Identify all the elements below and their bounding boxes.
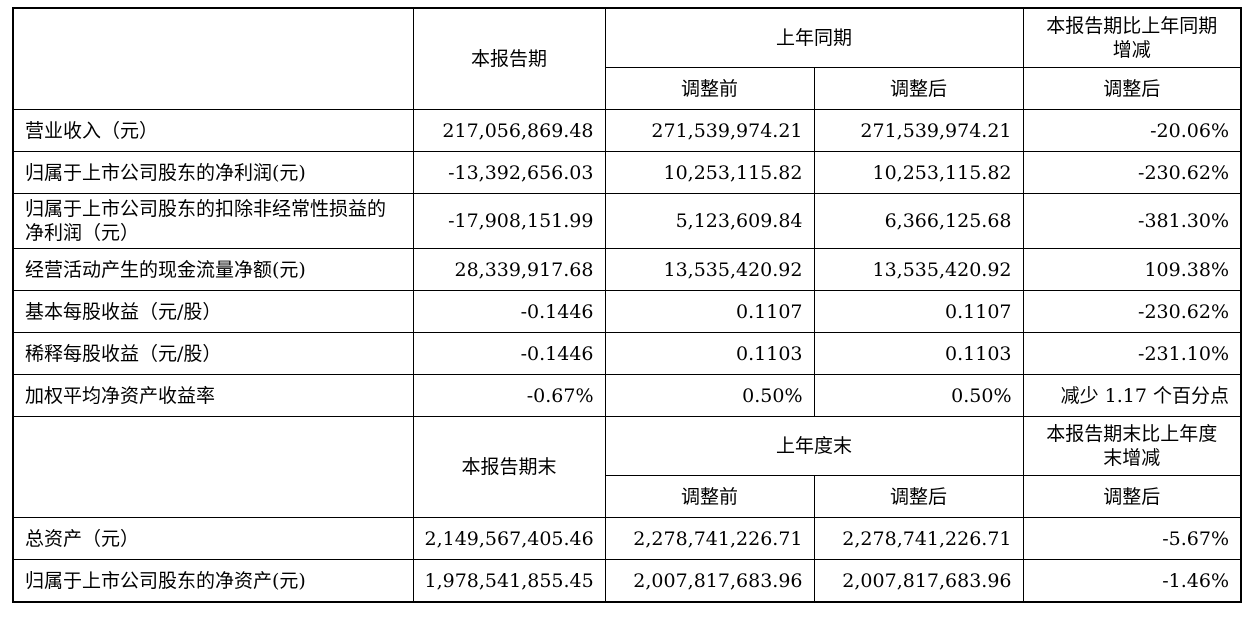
section2-subheader-row: 调整前 调整后 调整后 <box>13 475 1242 518</box>
value-before: 271,539,974.21 <box>604 109 815 152</box>
value-before: 0.1107 <box>604 290 815 333</box>
header-change: 本报告期末比上年度末增减 <box>1022 416 1242 476</box>
row-label: 归属于上市公司股东的净利润(元) <box>12 151 414 194</box>
value-change: -230.62% <box>1022 290 1242 333</box>
section1-subheader-row: 调整前 调整后 调整后 <box>13 67 1242 110</box>
header-change: 本报告期比上年同期增减 <box>1022 7 1242 68</box>
value-before: 13,535,420.92 <box>604 248 815 291</box>
value-before: 10,253,115.82 <box>604 151 815 194</box>
header-before-adjustment: 调整前 <box>604 475 815 518</box>
value-before: 5,123,609.84 <box>604 193 815 249</box>
value-current: -13,392,656.03 <box>412 151 606 194</box>
table-row: 经营活动产生的现金流量净额(元) 28,339,917.68 13,535,42… <box>12 248 1242 291</box>
row-label: 归属于上市公司股东的扣除非经常性损益的净利润（元） <box>12 193 414 249</box>
value-change: -231.10% <box>1022 332 1242 375</box>
value-before: 2,007,817,683.96 <box>604 559 815 603</box>
value-after: 271,539,974.21 <box>813 109 1024 152</box>
header-current-period-end: 本报告期末 <box>412 416 606 518</box>
value-change: -20.06% <box>1022 109 1242 152</box>
row-label: 稀释每股收益（元/股） <box>12 332 414 375</box>
value-after: 2,007,817,683.96 <box>813 559 1024 603</box>
row-label: 基本每股收益（元/股） <box>12 290 414 333</box>
value-change: -230.62% <box>1022 151 1242 194</box>
header-change-after-adjustment: 调整后 <box>1022 67 1242 110</box>
value-current: -17,908,151.99 <box>412 193 606 249</box>
value-current: 217,056,869.48 <box>412 109 606 152</box>
row-label: 营业收入（元） <box>12 109 414 152</box>
row-label: 加权平均净资产收益率 <box>12 374 414 417</box>
value-current: -0.67% <box>412 374 606 417</box>
table-row: 归属于上市公司股东的净资产(元) 1,978,541,855.45 2,007,… <box>12 559 1242 603</box>
value-change: -1.46% <box>1022 559 1242 603</box>
header-before-adjustment: 调整前 <box>604 67 815 110</box>
row-label: 归属于上市公司股东的净资产(元) <box>12 559 414 603</box>
value-after: 0.50% <box>813 374 1024 417</box>
header-current-period: 本报告期 <box>412 7 606 110</box>
table-row: 营业收入（元） 217,056,869.48 271,539,974.21 27… <box>12 109 1242 152</box>
table-row: 总资产（元） 2,149,567,405.46 2,278,741,226.71… <box>12 517 1242 560</box>
row-label: 经营活动产生的现金流量净额(元) <box>12 248 414 291</box>
table-row: 加权平均净资产收益率 -0.67% 0.50% 0.50% 减少 1.17 个百… <box>12 374 1242 417</box>
table-row: 稀释每股收益（元/股） -0.1446 0.1103 0.1103 -231.1… <box>12 332 1242 375</box>
value-current: 28,339,917.68 <box>412 248 606 291</box>
empty-header-cell <box>12 416 414 518</box>
table-row: 基本每股收益（元/股） -0.1446 0.1107 0.1107 -230.6… <box>12 290 1242 333</box>
header-after-adjustment: 调整后 <box>813 67 1024 110</box>
value-change: 减少 1.17 个百分点 <box>1022 374 1242 417</box>
value-after: 0.1107 <box>813 290 1024 333</box>
value-before: 2,278,741,226.71 <box>604 517 815 560</box>
section1-header-row: 本报告期 上年同期 本报告期比上年同期增减 <box>12 7 1242 110</box>
value-after: 6,366,125.68 <box>813 193 1024 249</box>
empty-header-cell <box>12 7 414 110</box>
value-change: 109.38% <box>1022 248 1242 291</box>
header-after-adjustment: 调整后 <box>813 475 1024 518</box>
value-after: 13,535,420.92 <box>813 248 1024 291</box>
row-label: 总资产（元） <box>12 517 414 560</box>
value-change: -381.30% <box>1022 193 1242 249</box>
value-current: -0.1446 <box>412 332 606 375</box>
value-current: 1,978,541,855.45 <box>412 559 606 603</box>
header-change-after-adjustment: 调整后 <box>1022 475 1242 518</box>
value-current: -0.1446 <box>412 290 606 333</box>
value-current: 2,149,567,405.46 <box>412 517 606 560</box>
value-after: 0.1103 <box>813 332 1024 375</box>
header-same-period-last-year: 上年同期 <box>604 7 1024 68</box>
value-after: 2,278,741,226.71 <box>813 517 1024 560</box>
header-last-year-end: 上年度末 <box>604 416 1024 476</box>
value-before: 0.1103 <box>604 332 815 375</box>
key-financial-data-table: 本报告期 上年同期 本报告期比上年同期增减 调整前 调整后 调整后 营业收入（元… <box>12 7 1243 603</box>
value-after: 10,253,115.82 <box>813 151 1024 194</box>
table-row: 归属于上市公司股东的净利润(元) -13,392,656.03 10,253,1… <box>12 151 1242 194</box>
value-before: 0.50% <box>604 374 815 417</box>
value-change: -5.67% <box>1022 517 1242 560</box>
section2-header-row: 本报告期末 上年度末 本报告期末比上年度末增减 <box>12 416 1242 518</box>
table-row: 归属于上市公司股东的扣除非经常性损益的净利润（元） -17,908,151.99… <box>12 193 1242 249</box>
financial-table-container: 本报告期 上年同期 本报告期比上年同期增减 调整前 调整后 调整后 营业收入（元… <box>12 7 1243 603</box>
